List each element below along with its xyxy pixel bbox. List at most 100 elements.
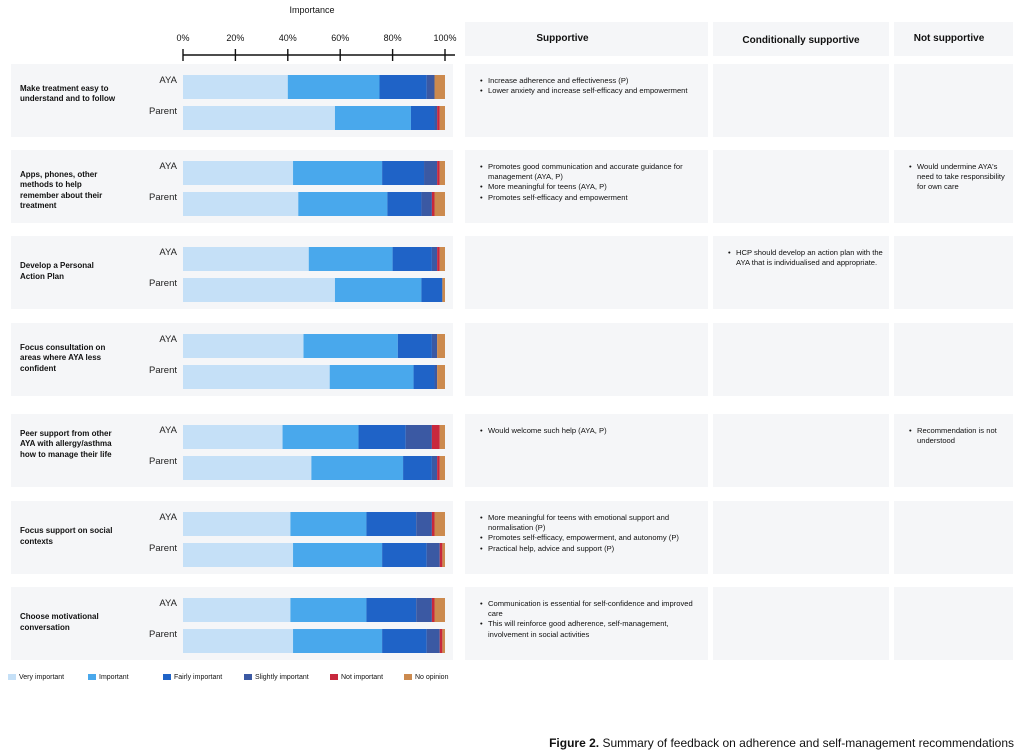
supportive-comments: Communication is essential for self-conf…: [479, 599, 707, 640]
comment-item: More meaningful for teens with emotional…: [480, 513, 707, 533]
bar-group-label: Parent: [149, 629, 177, 640]
row-1-not_supportive-box: [894, 64, 1013, 137]
bar-segment-fairly-important: [358, 425, 406, 449]
legend-label: Not important: [341, 674, 384, 681]
x-tick-label: 100%: [433, 33, 456, 43]
figure-caption: Figure 2. Summary of feedback on adheren…: [549, 736, 1014, 750]
bar-segment-fairly-important: [403, 456, 432, 480]
bar-segment-very-important: [183, 161, 294, 185]
bar-segment-not-important: [437, 161, 440, 185]
row-1-conditional-box: [713, 64, 889, 137]
bar-segment-very-important: [183, 247, 309, 271]
bar-segment-fairly-important: [392, 247, 432, 271]
legend-swatch: [404, 674, 412, 681]
x-tick-label: 40%: [279, 33, 297, 43]
bar-segment-no-opinion: [439, 161, 445, 185]
bar-segment-important: [282, 425, 359, 449]
bar-segment-very-important: [183, 334, 304, 358]
comment-item: Promotes self-efficacy, empowerment, and…: [480, 533, 707, 543]
legend-item: Not important: [330, 674, 383, 681]
row-3-not_supportive-box: [894, 236, 1013, 309]
bar-segment-important: [287, 75, 380, 99]
bar-segment-slightly-important: [431, 456, 438, 480]
row-4-conditional-box: [713, 323, 889, 396]
comment-item: Communication is essential for self-conf…: [480, 599, 707, 619]
bar-segment-not-important: [437, 247, 440, 271]
recommendation-label: Focus consultation on areas where AYA le…: [20, 342, 106, 373]
supportive-comments: Would welcome such help (AYA, P): [479, 426, 707, 436]
x-tick-label: 60%: [331, 33, 349, 43]
row-5-conditional-box: [713, 414, 889, 487]
row-6-not_supportive-box: [894, 501, 1013, 574]
bar-segment-important: [293, 543, 383, 567]
caption-label: Figure 2.: [549, 736, 600, 750]
bar-segment-fairly-important: [366, 598, 417, 622]
legend-item: Important: [88, 674, 129, 681]
row-4-supportive-box: [465, 323, 708, 396]
bar-segment-very-important: [183, 365, 330, 389]
bar-segment-no-opinion: [437, 334, 445, 358]
supportive-comments: More meaningful for teens with emotional…: [479, 513, 707, 554]
header-supportive: Supportive: [536, 33, 589, 44]
bar-segment-slightly-important: [426, 75, 435, 99]
bar-group-label: AYA: [159, 75, 177, 86]
bar-segment-important: [293, 629, 383, 653]
recommendation-label: Peer support from other AYA with allergy…: [20, 428, 112, 459]
bar-group-label: AYA: [159, 598, 177, 609]
legend-label: Slightly important: [255, 674, 309, 681]
bar-segment-no-opinion: [434, 598, 445, 622]
caption-text: Summary of feedback on adherence and sel…: [602, 736, 1014, 750]
comment-item: Practical help, advice and support (P): [480, 544, 707, 554]
legend-item: Slightly important: [244, 674, 309, 681]
bar-segment-no-opinion: [434, 75, 445, 99]
bar-segment-not-important: [439, 543, 443, 567]
importance-chart: 0% 20% 40% 60% 80% 100% AYA Parent AYA Parent AYA P…: [149, 33, 457, 653]
axis-title: Importance: [289, 5, 335, 15]
bar-segment-important: [298, 192, 388, 216]
bar-segment-fairly-important: [387, 192, 422, 216]
bar-segment-no-opinion: [439, 247, 445, 271]
bar-segment-slightly-important: [405, 425, 432, 449]
legend-label: No opinion: [415, 674, 449, 681]
bar-group-label: AYA: [159, 161, 177, 172]
bar-segment-very-important: [183, 629, 294, 653]
legend-swatch: [244, 674, 252, 681]
bar-segment-slightly-important: [416, 598, 432, 622]
comment-item: This will reinforce good adherence, self…: [480, 619, 707, 639]
comment-item: Promotes self-efficacy and empowerment: [480, 193, 707, 203]
header-not-supportive: Not supportive: [913, 33, 985, 44]
header-conditional: Conditionally supportive: [742, 35, 860, 46]
bar-segment-no-opinion: [434, 512, 445, 536]
legend-swatch: [8, 674, 16, 681]
bar-segment-very-important: [183, 278, 335, 302]
bar-segment-important: [308, 247, 393, 271]
row-7-conditional-box: [713, 587, 889, 660]
x-tick-label: 20%: [226, 33, 244, 43]
legend-item: Fairly important: [163, 674, 222, 681]
bar-segment-important: [303, 334, 398, 358]
header-not-supportive-box: [894, 22, 1013, 56]
bar-segment-very-important: [183, 598, 291, 622]
x-tick-label: 80%: [384, 33, 402, 43]
bar-segment-not-important: [431, 192, 435, 216]
legend-label: Fairly important: [174, 674, 223, 681]
legend-swatch: [163, 674, 171, 681]
bar-group-label: Parent: [149, 365, 177, 376]
not-supportive-comments: Recommendation is not understood: [908, 426, 1012, 446]
bar-segment-important: [329, 365, 414, 389]
legend-item: No opinion: [404, 674, 448, 681]
row-7-not_supportive-box: [894, 587, 1013, 660]
header-supportive-box: [465, 22, 708, 56]
legend-label: Important: [99, 674, 129, 681]
bar-segment-not-important: [431, 512, 435, 536]
bar-segment-fairly-important: [382, 161, 425, 185]
bar-segment-very-important: [183, 425, 283, 449]
bar-segment-fairly-important: [366, 512, 417, 536]
bar-segment-important: [290, 598, 367, 622]
bar-segment-slightly-important: [424, 161, 438, 185]
x-tick-label: 0%: [176, 33, 189, 43]
bar-segment-important: [293, 161, 383, 185]
recommendation-label: Focus support on social contexts: [20, 526, 113, 546]
bar-segment-slightly-important: [426, 543, 440, 567]
bar-segment-fairly-important: [421, 278, 443, 302]
